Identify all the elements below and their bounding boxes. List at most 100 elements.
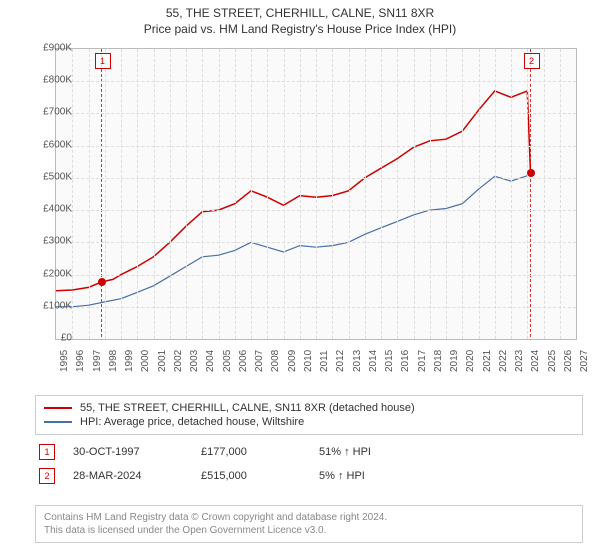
- gridline-v: [430, 49, 431, 339]
- legend-label: HPI: Average price, detached house, Wilt…: [80, 416, 304, 428]
- x-tick-label: 2024: [530, 350, 541, 372]
- gridline-v: [89, 49, 90, 339]
- x-tick-label: 2015: [384, 350, 395, 372]
- chart-subtitle: Price paid vs. HM Land Registry's House …: [0, 20, 600, 40]
- gridline-v: [170, 49, 171, 339]
- x-tick-label: 2019: [449, 350, 460, 372]
- x-tick-label: 2023: [514, 350, 525, 372]
- gridline-v: [414, 49, 415, 339]
- gridline-v: [511, 49, 512, 339]
- x-tick-label: 2003: [189, 350, 200, 372]
- x-tick-label: 2008: [270, 350, 281, 372]
- legend: 55, THE STREET, CHERHILL, CALNE, SN11 8X…: [35, 395, 583, 435]
- sales-price: £515,000: [201, 470, 301, 482]
- sales-hpi: 5% ↑ HPI: [319, 470, 419, 482]
- sales-marker-num: 2: [39, 468, 55, 484]
- legend-label: 55, THE STREET, CHERHILL, CALNE, SN11 8X…: [80, 402, 415, 414]
- gridline-v: [365, 49, 366, 339]
- sale-marker-box: 1: [95, 53, 111, 69]
- x-tick-label: 2005: [222, 350, 233, 372]
- x-tick-label: 2025: [547, 350, 558, 372]
- x-tick-label: 2021: [482, 350, 493, 372]
- gridline-v: [137, 49, 138, 339]
- gridline-v: [235, 49, 236, 339]
- y-tick-label: £0: [22, 333, 72, 344]
- plot-area: 12: [55, 48, 577, 340]
- sale-point-dot: [527, 169, 535, 177]
- y-tick-label: £600K: [22, 139, 72, 150]
- x-tick-label: 2013: [352, 350, 363, 372]
- x-tick-label: 2018: [433, 350, 444, 372]
- gridline-v: [316, 49, 317, 339]
- y-tick-label: £400K: [22, 204, 72, 215]
- gridline-v: [72, 49, 73, 339]
- x-tick-label: 2020: [465, 350, 476, 372]
- footer-attribution: Contains HM Land Registry data © Crown c…: [35, 505, 583, 543]
- x-tick-label: 2006: [238, 350, 249, 372]
- gridline-v: [219, 49, 220, 339]
- legend-swatch: [44, 421, 72, 423]
- x-tick-label: 2016: [400, 350, 411, 372]
- x-tick-label: 2009: [287, 350, 298, 372]
- x-tick-label: 2002: [173, 350, 184, 372]
- y-tick-label: £200K: [22, 268, 72, 279]
- chart-title: 55, THE STREET, CHERHILL, CALNE, SN11 8X…: [0, 0, 600, 20]
- gridline-v: [349, 49, 350, 339]
- gridline-v: [397, 49, 398, 339]
- legend-row: HPI: Average price, detached house, Wilt…: [44, 415, 574, 429]
- gridline-v: [479, 49, 480, 339]
- x-tick-label: 1996: [75, 350, 86, 372]
- y-tick-label: £500K: [22, 171, 72, 182]
- gridline-v: [105, 49, 106, 339]
- series-line: [56, 91, 531, 291]
- sales-price: £177,000: [201, 446, 301, 458]
- x-tick-label: 2011: [319, 350, 330, 372]
- x-tick-label: 2004: [205, 350, 216, 372]
- y-tick-label: £800K: [22, 75, 72, 86]
- sales-hpi: 51% ↑ HPI: [319, 446, 419, 458]
- x-tick-label: 1998: [108, 350, 119, 372]
- y-tick-label: £900K: [22, 43, 72, 54]
- gridline-v: [332, 49, 333, 339]
- x-tick-label: 2017: [417, 350, 428, 372]
- x-tick-label: 2001: [157, 350, 168, 372]
- footer-line-2: This data is licensed under the Open Gov…: [44, 524, 574, 537]
- gridline-v: [186, 49, 187, 339]
- legend-row: 55, THE STREET, CHERHILL, CALNE, SN11 8X…: [44, 401, 574, 415]
- x-tick-label: 2022: [498, 350, 509, 372]
- x-tick-label: 1995: [59, 350, 70, 372]
- x-tick-label: 2027: [579, 350, 590, 372]
- gridline-v: [300, 49, 301, 339]
- gridline-v: [495, 49, 496, 339]
- gridline-v: [381, 49, 382, 339]
- gridline-v: [267, 49, 268, 339]
- sales-row: 2 28-MAR-2024 £515,000 5% ↑ HPI: [35, 464, 565, 488]
- x-tick-label: 2010: [303, 350, 314, 372]
- gridline-v: [154, 49, 155, 339]
- x-tick-label: 1997: [92, 350, 103, 372]
- x-tick-label: 2000: [140, 350, 151, 372]
- sales-marker-num: 1: [39, 444, 55, 460]
- x-tick-label: 1999: [124, 350, 135, 372]
- sales-date: 28-MAR-2024: [73, 470, 183, 482]
- x-tick-label: 2012: [335, 350, 346, 372]
- sale-marker-box: 2: [524, 53, 540, 69]
- y-tick-label: £300K: [22, 236, 72, 247]
- sales-table: 130-OCT-1997£177,00051% ↑ HPI228-MAR-202…: [35, 440, 565, 488]
- y-tick-label: £100K: [22, 300, 72, 311]
- legend-swatch: [44, 407, 72, 409]
- chart-container: 55, THE STREET, CHERHILL, CALNE, SN11 8X…: [0, 0, 600, 560]
- gridline-v: [462, 49, 463, 339]
- gridline-v: [560, 49, 561, 339]
- series-line: [56, 175, 531, 307]
- gridline-v: [251, 49, 252, 339]
- gridline-v: [527, 49, 528, 339]
- gridline-v: [202, 49, 203, 339]
- footer-line-1: Contains HM Land Registry data © Crown c…: [44, 511, 574, 524]
- gridline-v: [284, 49, 285, 339]
- sale-point-dot: [98, 278, 106, 286]
- sales-row: 130-OCT-1997£177,00051% ↑ HPI: [35, 440, 565, 464]
- x-tick-label: 2014: [368, 350, 379, 372]
- y-tick-label: £700K: [22, 107, 72, 118]
- gridline-v: [544, 49, 545, 339]
